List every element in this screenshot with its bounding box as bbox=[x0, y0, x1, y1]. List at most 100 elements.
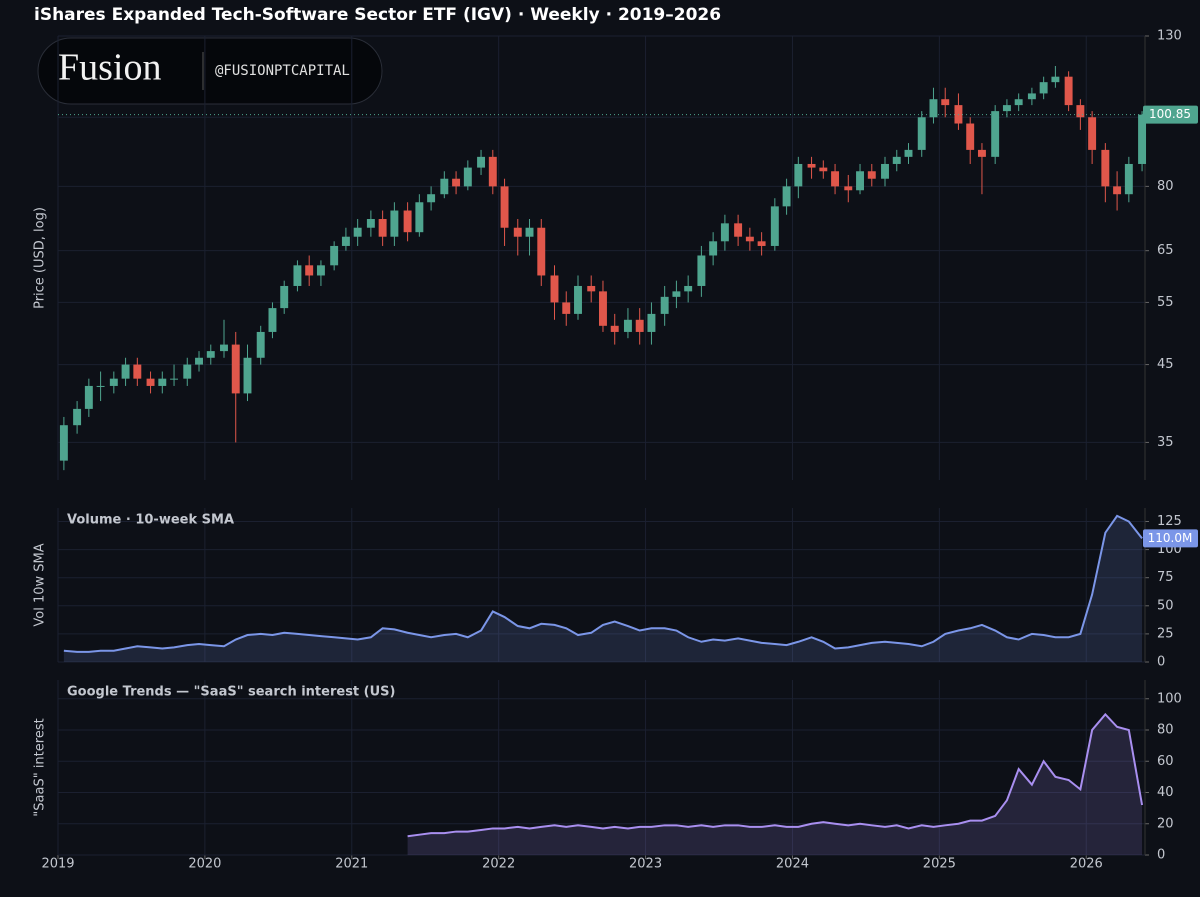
y-tick-label: 20 bbox=[1157, 816, 1174, 831]
y-tick-label: 55 bbox=[1157, 295, 1174, 310]
candle-body bbox=[1138, 114, 1147, 164]
candle-body bbox=[463, 167, 472, 187]
y-tick-label: 75 bbox=[1157, 570, 1174, 585]
candle-body bbox=[734, 223, 743, 237]
candle-body bbox=[867, 171, 876, 179]
y-tick-label: 100 bbox=[1157, 691, 1182, 706]
candle-body bbox=[1039, 82, 1048, 94]
x-tick-label: 2020 bbox=[188, 857, 221, 872]
x-tick-label: 2025 bbox=[923, 857, 956, 872]
y-axis-label: "SaaS" interest bbox=[33, 718, 48, 816]
candle-body bbox=[1088, 117, 1097, 150]
area-fill bbox=[407, 714, 1143, 855]
candle-body bbox=[977, 149, 986, 157]
candle-body bbox=[170, 378, 179, 380]
y-tick-label: 80 bbox=[1157, 179, 1174, 194]
candle-body bbox=[415, 202, 424, 233]
last-value-box bbox=[1143, 529, 1198, 548]
candle-body bbox=[794, 163, 803, 187]
candle-body bbox=[220, 344, 228, 352]
candle-body bbox=[1124, 163, 1133, 195]
last-price-box bbox=[1143, 105, 1198, 124]
candle-body bbox=[574, 285, 582, 314]
candle-body bbox=[720, 223, 729, 242]
y-tick-label: 50 bbox=[1157, 598, 1174, 613]
line bbox=[407, 712, 1144, 838]
x-tick-label: 2026 bbox=[1070, 857, 1103, 872]
candle-body bbox=[782, 186, 791, 207]
candle-body bbox=[243, 357, 252, 394]
y-tick-label: 25 bbox=[1157, 626, 1174, 641]
candle-body bbox=[1027, 93, 1036, 100]
candle-body bbox=[904, 149, 913, 157]
y-tick-label: 35 bbox=[1157, 435, 1174, 450]
line bbox=[63, 514, 1143, 653]
y-tick-label: 0 bbox=[1157, 655, 1165, 670]
x-tick-label: 2023 bbox=[629, 857, 662, 872]
candle-body bbox=[807, 163, 816, 168]
candle-body bbox=[488, 156, 497, 187]
y-tick-label: 60 bbox=[1157, 754, 1174, 769]
y-tick-label: 65 bbox=[1157, 243, 1174, 258]
candle-body bbox=[109, 378, 118, 386]
x-tick-label: 2022 bbox=[482, 857, 515, 872]
candle-body bbox=[684, 285, 693, 292]
panel-title: Volume · 10-week SMA bbox=[67, 513, 234, 528]
candle-body bbox=[183, 364, 192, 379]
candle-body bbox=[366, 219, 375, 228]
y-tick-label: 40 bbox=[1157, 785, 1174, 800]
candle-body bbox=[966, 123, 975, 150]
candle-body bbox=[1014, 99, 1023, 106]
candle-body bbox=[917, 117, 926, 150]
x-tick-label: 2021 bbox=[335, 857, 368, 872]
candle-body bbox=[195, 357, 203, 365]
candle-body bbox=[599, 291, 607, 326]
candle-body bbox=[1002, 105, 1011, 112]
watermark-brand: Fusion bbox=[58, 47, 161, 89]
candle-body bbox=[231, 344, 240, 394]
candle-body bbox=[831, 171, 840, 187]
candle-body bbox=[635, 319, 644, 332]
candle-body bbox=[672, 291, 681, 297]
candle-body bbox=[941, 99, 950, 106]
x-tick-label: 2024 bbox=[776, 857, 809, 872]
candle-body bbox=[121, 364, 130, 379]
candle-body bbox=[256, 331, 265, 358]
y-tick-label: 0 bbox=[1157, 848, 1165, 863]
y-tick-label: 130 bbox=[1157, 29, 1182, 44]
candle-body bbox=[280, 285, 289, 309]
candle-body bbox=[1101, 149, 1110, 187]
watermark-box bbox=[37, 37, 383, 105]
candle-body bbox=[59, 425, 68, 461]
candle-body bbox=[587, 285, 596, 292]
candle-body bbox=[378, 219, 387, 237]
candle-body bbox=[158, 378, 167, 386]
candle-body bbox=[610, 325, 619, 332]
last-value-label: 110.0M bbox=[1148, 531, 1193, 545]
candle-body bbox=[856, 171, 864, 191]
candle-body bbox=[881, 163, 889, 179]
candle-body bbox=[513, 227, 522, 237]
candle-body bbox=[991, 111, 1000, 157]
candle-body bbox=[500, 186, 509, 228]
y-tick-label: 45 bbox=[1157, 357, 1174, 372]
candle-body bbox=[537, 227, 546, 276]
candle-body bbox=[623, 319, 632, 332]
candle-body bbox=[206, 351, 215, 358]
candle-body bbox=[353, 227, 362, 237]
candle-body bbox=[660, 296, 669, 314]
candle-body bbox=[440, 178, 449, 195]
candle-body bbox=[550, 275, 559, 303]
candle-body bbox=[770, 206, 779, 246]
chart-title: iShares Expanded Tech-Software Sector ET… bbox=[34, 5, 721, 25]
candle-body bbox=[745, 236, 754, 242]
y-tick-label: 125 bbox=[1157, 514, 1182, 529]
candle-body bbox=[1051, 76, 1060, 83]
candle-body bbox=[316, 265, 325, 276]
candle-body bbox=[929, 99, 938, 118]
candle-body bbox=[892, 156, 901, 164]
candle-body bbox=[293, 265, 302, 286]
y-tick-label: 80 bbox=[1157, 723, 1174, 738]
